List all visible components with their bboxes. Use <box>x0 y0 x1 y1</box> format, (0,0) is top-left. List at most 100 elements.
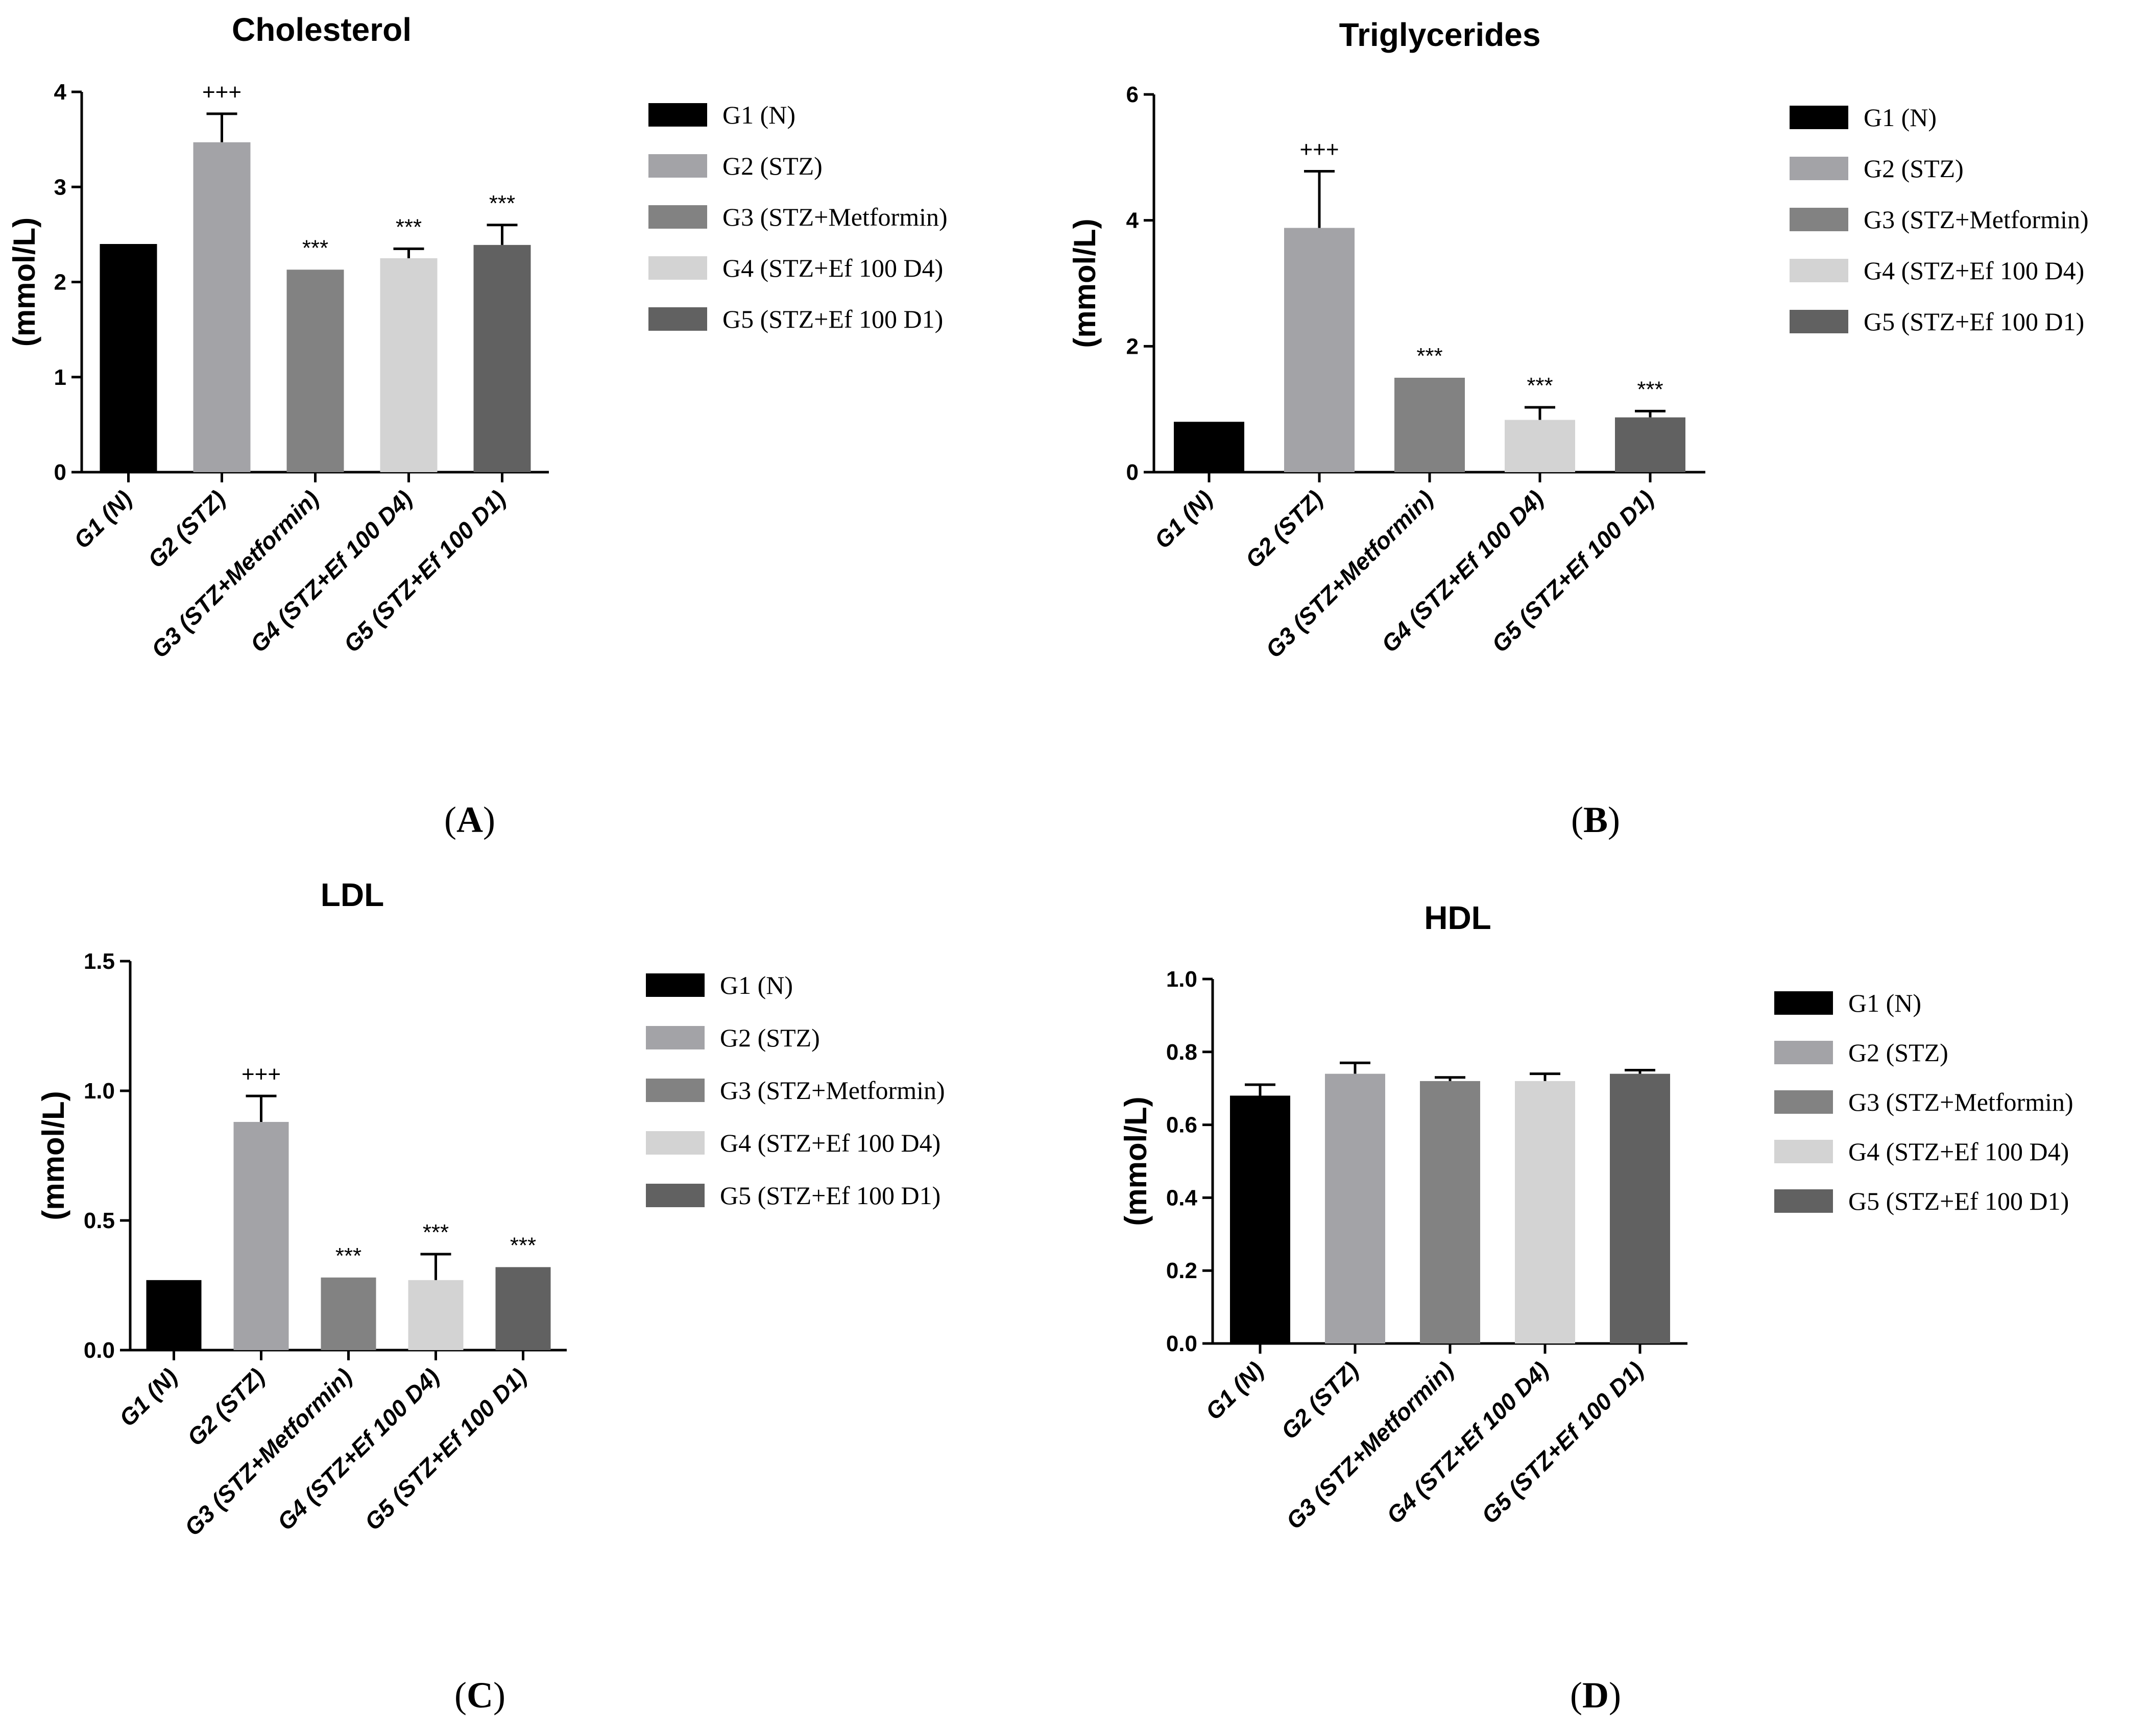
y-tick-label: 3 <box>54 175 66 200</box>
x-tick-label: G1 (N) <box>114 1363 182 1431</box>
legend-item-label: G4 (STZ+Ef 100 D4) <box>722 254 943 282</box>
significance-label: *** <box>396 214 422 239</box>
legend-swatch <box>1774 1041 1833 1064</box>
legend-item-label: G5 (STZ+Ef 100 D1) <box>1848 1187 2069 1215</box>
x-tick-label: G4 (STZ+Ef 100 D4) <box>245 485 418 657</box>
legend-item-label: G2 (STZ) <box>722 152 823 180</box>
chart-title: Cholesterol <box>232 11 412 48</box>
bar <box>1505 420 1575 472</box>
y-tick-label: 0.0 <box>84 1338 115 1363</box>
panel-label-close: ) <box>483 799 495 840</box>
significance-label: *** <box>423 1220 449 1245</box>
y-tick-label: 0.4 <box>1166 1185 1198 1210</box>
chart-panel-a: Cholesterol (mmol/L) 0 1 2 3 4 G1 (N) +++ G2 (STZ… <box>7 11 948 840</box>
panel-label-open: ( <box>454 1675 467 1716</box>
x-tick-label: G2 (STZ) <box>1240 485 1328 573</box>
panel-label-close: ) <box>1609 1675 1621 1716</box>
x-tick-label: G5 (STZ+Ef 100 D1) <box>1476 1356 1649 1529</box>
bar <box>1420 1081 1480 1343</box>
legend-swatch <box>648 103 707 127</box>
bar <box>1230 1095 1290 1343</box>
bar <box>193 142 251 472</box>
legend-item-label: G3 (STZ+Metformin) <box>722 203 948 231</box>
y-tick-label: 0.0 <box>1166 1331 1197 1356</box>
bar <box>495 1267 551 1350</box>
bar <box>146 1280 202 1350</box>
legend-swatch <box>648 154 707 178</box>
y-tick-label: 0.6 <box>1166 1113 1197 1138</box>
legend-item-label: G3 (STZ+Metformin) <box>1848 1088 2073 1116</box>
bar <box>1284 228 1355 472</box>
significance-label: *** <box>1637 377 1663 402</box>
bar <box>233 1121 289 1350</box>
bar <box>1515 1081 1575 1343</box>
y-tick-label: 1.0 <box>1166 967 1197 992</box>
legend-swatch <box>1774 991 1833 1015</box>
chart-panel-c: LDL (mmol/L) 0.0 0.5 1.0 1.5 G1 (N) +++ G2 (STZ)… <box>36 876 945 1716</box>
x-tick-label: G5 (STZ+Ef 100 D1) <box>339 485 511 657</box>
chart-panel-d: HDL(mmol/L)0.00.20.40.60.81.0G1 (N) G2 (S… <box>1119 899 2073 1716</box>
chart-title: LDL <box>321 876 384 913</box>
chart-title: HDL <box>1424 899 1491 936</box>
legend-item-label: G2 (STZ) <box>1864 154 1964 183</box>
legend-swatch <box>646 1184 705 1207</box>
chart-panel-b: Triglycerides (mmol/L) 0 2 4 6 G1 (N) +++ G2 (ST… <box>1068 16 2089 840</box>
y-tick-label: 4 <box>1126 208 1139 233</box>
bar <box>100 244 157 472</box>
legend: G1 (N) G2 (STZ) G3 (STZ+Metformin) G4 (STZ+… <box>648 101 948 333</box>
panel-label-letter: B <box>1583 799 1608 840</box>
legend-swatch <box>646 973 705 997</box>
legend-item-label: G5 (STZ+Ef 100 D1) <box>720 1181 940 1210</box>
significance-label: *** <box>1416 344 1442 369</box>
bar <box>408 1280 464 1350</box>
y-tick-label: 0.8 <box>1166 1040 1197 1065</box>
bar <box>1615 417 1685 472</box>
significance-label: +++ <box>242 1062 281 1087</box>
x-tick-label: G1 (N) <box>68 485 137 553</box>
legend-item-label: G4 (STZ+Ef 100 D4) <box>1848 1137 2069 1166</box>
panel-label-close: ) <box>493 1675 505 1716</box>
legend-item-label: G4 (STZ+Ef 100 D4) <box>720 1129 940 1157</box>
legend-swatch <box>648 256 707 280</box>
y-tick-label: 1.0 <box>84 1079 115 1104</box>
significance-label: *** <box>489 191 515 216</box>
legend-swatch <box>1774 1140 1833 1163</box>
significance-label: *** <box>335 1243 361 1268</box>
significance-label: +++ <box>202 80 242 105</box>
legend-item-label: G1 (N) <box>720 971 793 999</box>
x-tick-label: G2 (STZ) <box>142 485 230 573</box>
legend-swatch <box>648 307 707 331</box>
legend-swatch <box>1774 1189 1833 1213</box>
significance-label: *** <box>302 235 328 260</box>
legend-item-label: G4 (STZ+Ef 100 D4) <box>1864 256 2084 285</box>
legend-item-label: G3 (STZ+Metformin) <box>720 1076 945 1105</box>
legend-item-label: G5 (STZ+Ef 100 D1) <box>722 305 943 333</box>
x-tick-label: G2 (STZ) <box>182 1363 270 1451</box>
legend-item-label: G3 (STZ+Metformin) <box>1864 205 2089 234</box>
y-axis-label: (mmol/L) <box>1119 1096 1153 1226</box>
bar <box>1394 378 1465 472</box>
x-tick-label: G4 (STZ+Ef 100 D4) <box>272 1363 445 1535</box>
legend-swatch <box>1790 259 1848 282</box>
significance-label: +++ <box>1299 137 1339 162</box>
legend: G1 (N) G2 (STZ) G3 (STZ+Metformin) G4 (STZ+… <box>646 971 945 1210</box>
significance-label: *** <box>1527 373 1553 398</box>
y-tick-label: 0.2 <box>1166 1258 1197 1283</box>
y-tick-label: 2 <box>54 270 66 295</box>
legend-item-label: G1 (N) <box>1848 989 1921 1017</box>
legend-swatch <box>1790 157 1848 180</box>
legend-item-label: G5 (STZ+Ef 100 D1) <box>1864 307 2084 336</box>
x-tick-label: G4 (STZ+Ef 100 D4) <box>1381 1356 1554 1529</box>
bar <box>286 270 344 472</box>
panel-label: (D) <box>1570 1675 1621 1716</box>
x-tick-label: G5 (STZ+Ef 100 D1) <box>359 1363 532 1535</box>
legend-swatch <box>1790 106 1848 129</box>
panel-label-close: ) <box>1608 799 1620 840</box>
panel-label-open: ( <box>1570 1675 1582 1716</box>
legend-swatch <box>646 1026 705 1049</box>
y-tick-label: 4 <box>54 80 67 105</box>
legend-swatch <box>1790 208 1848 231</box>
bar <box>380 258 438 472</box>
y-tick-label: 1 <box>54 365 66 390</box>
